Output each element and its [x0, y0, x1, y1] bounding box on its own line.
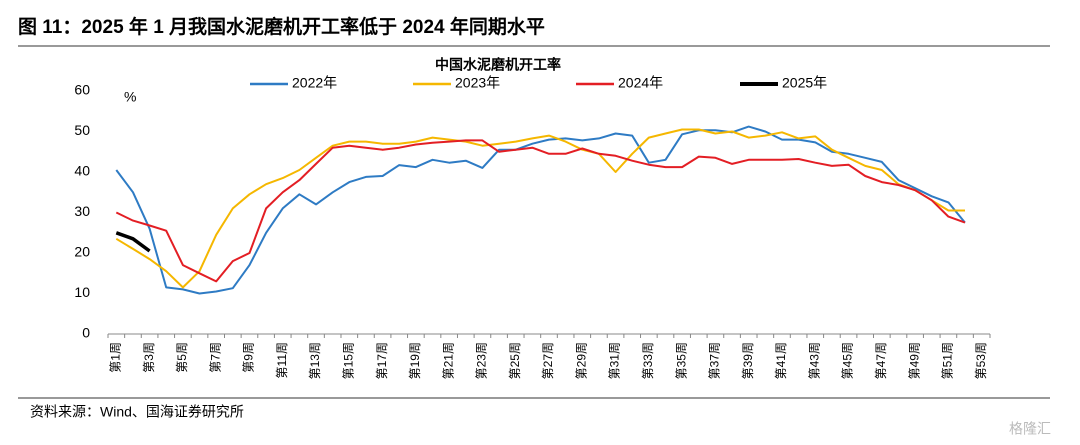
series-line [115, 139, 966, 283]
x-tick-label: 第29周 [574, 342, 588, 379]
x-tick-label: 第15周 [341, 342, 355, 379]
x-tick-label: 第51周 [941, 342, 955, 379]
x-tick-label: 第1周 [108, 342, 122, 373]
series-line [115, 128, 965, 289]
x-tick-label: 第19周 [408, 342, 422, 379]
x-tick-label: 第39周 [741, 342, 755, 379]
x-tick-label: 第31周 [608, 342, 622, 379]
x-tick-label: 第33周 [641, 342, 655, 379]
x-tick-label: 第21周 [441, 342, 455, 379]
x-tick-label: 第17周 [375, 342, 389, 379]
x-tick-label: 第11周 [275, 342, 289, 378]
legend-label: 2023年 [455, 75, 500, 91]
x-tick-label: 第25周 [508, 342, 522, 379]
legend-label: 2024年 [618, 75, 663, 91]
legend-label: 2022年 [292, 75, 337, 91]
y-tick-label: 60 [74, 82, 90, 98]
y-tick-label: 20 [74, 244, 90, 260]
x-tick-label: 第9周 [242, 342, 256, 373]
x-tick-label: 第7周 [208, 342, 222, 373]
series-line [115, 231, 151, 253]
x-tick-label: 第45周 [841, 342, 855, 379]
y-tick-label: 50 [74, 122, 90, 138]
watermark: 格隆汇 [1009, 421, 1051, 437]
x-tick-label: 第53周 [974, 342, 988, 379]
x-tick-label: 第37周 [708, 342, 722, 379]
x-tick-label: 第41周 [774, 342, 788, 379]
x-tick-label: 第27周 [541, 342, 555, 379]
x-tick-label: 第5周 [175, 342, 189, 373]
x-tick-label: 第43周 [807, 342, 821, 379]
y-unit: % [124, 89, 136, 105]
x-tick-label: 第13周 [308, 342, 322, 379]
x-tick-label: 第35周 [674, 342, 688, 379]
y-tick-label: 0 [82, 325, 90, 341]
y-tick-label: 40 [74, 163, 90, 179]
source: 资料来源：Wind、国海证券研究所 [30, 404, 244, 420]
chart-title: 中国水泥磨机开工率 [435, 57, 561, 73]
x-tick-label: 第49周 [907, 342, 921, 379]
x-tick-label: 第47周 [874, 342, 888, 379]
figure-title: 图 11：2025 年 1 月我国水泥磨机开工率低于 2024 年同期水平 [18, 15, 545, 38]
y-tick-label: 30 [74, 203, 90, 219]
x-tick-label: 第3周 [142, 342, 156, 373]
x-tick-label: 第23周 [475, 342, 489, 379]
series-line [115, 125, 966, 295]
legend-label: 2025年 [782, 75, 827, 91]
y-tick-label: 10 [74, 284, 90, 300]
